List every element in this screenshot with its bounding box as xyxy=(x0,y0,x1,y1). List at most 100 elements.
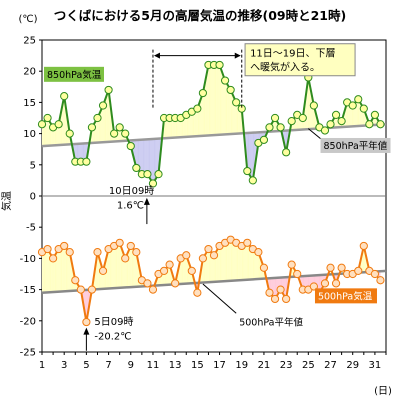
t500-point xyxy=(182,251,191,260)
t850-fill-strip xyxy=(358,99,360,126)
t850-fill-strip xyxy=(208,64,210,136)
min850-value: 1.6℃ xyxy=(117,200,144,211)
t850-point xyxy=(259,135,269,144)
period-arrow-head-left xyxy=(153,52,160,59)
t850-fill-strip xyxy=(206,72,207,136)
t850-fill-strip xyxy=(190,111,192,137)
t500-point xyxy=(376,276,385,285)
t500-fill-strip xyxy=(284,277,286,299)
t850-fill-strip xyxy=(58,122,59,146)
badge-500-normal-bg xyxy=(236,314,309,330)
t500-point xyxy=(148,285,158,294)
t850-fill-strip xyxy=(311,91,312,129)
badge-500-normal: 500hPa平年値 xyxy=(239,317,303,329)
t850-point xyxy=(337,117,346,126)
x-tick-label: 29 xyxy=(346,360,359,371)
t500-point xyxy=(276,285,285,294)
t850-fill-strip xyxy=(212,64,213,136)
t850-fill-strip xyxy=(177,118,179,138)
t850-fill-strip xyxy=(214,64,216,136)
t500-fill-strip xyxy=(69,251,70,292)
t850-fill-strip xyxy=(77,143,79,162)
y-tick-label: -20 xyxy=(20,316,36,327)
t850-fill-strip xyxy=(168,118,170,139)
t500-fill-strip xyxy=(124,257,126,288)
t500-fill-strip xyxy=(63,246,64,292)
t850-fill-strip xyxy=(229,88,231,135)
t500-point xyxy=(337,263,346,272)
t500-fill-strip xyxy=(240,245,242,281)
t500-fill-strip xyxy=(53,255,55,292)
t850-point xyxy=(215,60,224,70)
t850-point xyxy=(282,148,291,157)
t500-fill-strip xyxy=(58,248,60,292)
period-note-line2: へ暖気が入る。 xyxy=(250,61,320,74)
t850-fill-strip xyxy=(171,118,173,138)
t850-fill-strip xyxy=(195,109,196,137)
t500-fill-strip xyxy=(203,255,205,283)
t850-point xyxy=(287,117,296,126)
t500-fill-strip xyxy=(181,257,183,284)
t850-fill-strip xyxy=(179,118,180,138)
t500-fill-strip xyxy=(111,246,113,289)
t500-fill-strip xyxy=(59,247,61,292)
t850-fill-strip xyxy=(230,90,232,135)
t850-fill-strip xyxy=(118,128,119,142)
t850-fill-strip xyxy=(250,132,251,178)
t500-fill-strip xyxy=(96,253,98,290)
t500-fill-strip xyxy=(317,275,319,292)
t500-fill-strip xyxy=(210,251,212,283)
t850-fill-strip xyxy=(184,115,185,138)
t850-fill-strip xyxy=(104,98,106,143)
t850-fill-strip xyxy=(194,109,196,137)
t500-fill-strip xyxy=(248,244,250,280)
t850-fill-strip xyxy=(197,105,199,137)
t850-fill-strip xyxy=(211,64,213,136)
t850-fill-strip xyxy=(138,139,140,172)
t500-fill-strip xyxy=(212,253,213,282)
t500-fill-strip xyxy=(224,242,226,282)
t500-fill-strip xyxy=(318,275,320,293)
x-tick-label: 15 xyxy=(191,360,204,371)
t500-fill-strip xyxy=(214,252,216,282)
t500-fill-strip xyxy=(110,247,112,289)
t500-fill-strip xyxy=(44,250,46,293)
x-tick-label: 27 xyxy=(324,360,337,371)
y-axis-label: 気温 xyxy=(0,191,13,211)
x-tick-label: 11 xyxy=(147,360,160,371)
t850-fill-strip xyxy=(252,132,254,181)
t500-fill-strip xyxy=(245,243,246,280)
t500-fill-strip xyxy=(219,245,221,282)
t850-fill-strip xyxy=(176,118,178,138)
t500-fill-strip xyxy=(99,259,101,290)
t850-point xyxy=(121,129,130,138)
t850-fill-strip xyxy=(168,118,169,139)
t500-fill-strip xyxy=(63,246,65,292)
t850-fill-strip xyxy=(237,103,239,134)
t850-fill-strip xyxy=(146,139,148,175)
t850-fill-strip xyxy=(186,114,188,137)
t850-fill-strip xyxy=(347,102,349,127)
t850-fill-strip xyxy=(155,138,157,180)
t500-fill-strip xyxy=(254,249,256,280)
t850-fill-strip xyxy=(308,78,310,130)
t850-fill-strip xyxy=(206,68,208,136)
t850-fill-strip xyxy=(152,138,154,184)
period-note-box xyxy=(244,43,356,77)
x-tick-label: 23 xyxy=(280,360,293,371)
x-tick-label: 21 xyxy=(258,360,271,371)
t850-fill-strip xyxy=(170,118,172,138)
t850-fill-strip xyxy=(151,139,153,184)
t850-fill-strip xyxy=(190,112,191,137)
t850-fill-strip xyxy=(209,64,211,136)
t850-fill-strip xyxy=(79,143,81,162)
t850-fill-strip xyxy=(191,111,193,137)
t500-fill-strip xyxy=(120,245,122,288)
t500-point xyxy=(82,317,91,327)
t500-fill-strip xyxy=(250,246,252,280)
t850-fill-strip xyxy=(151,139,152,182)
t850-point xyxy=(126,141,135,151)
t500-fill-strip xyxy=(61,246,63,292)
t850-fill-strip xyxy=(52,126,54,146)
t500-point xyxy=(282,294,291,304)
